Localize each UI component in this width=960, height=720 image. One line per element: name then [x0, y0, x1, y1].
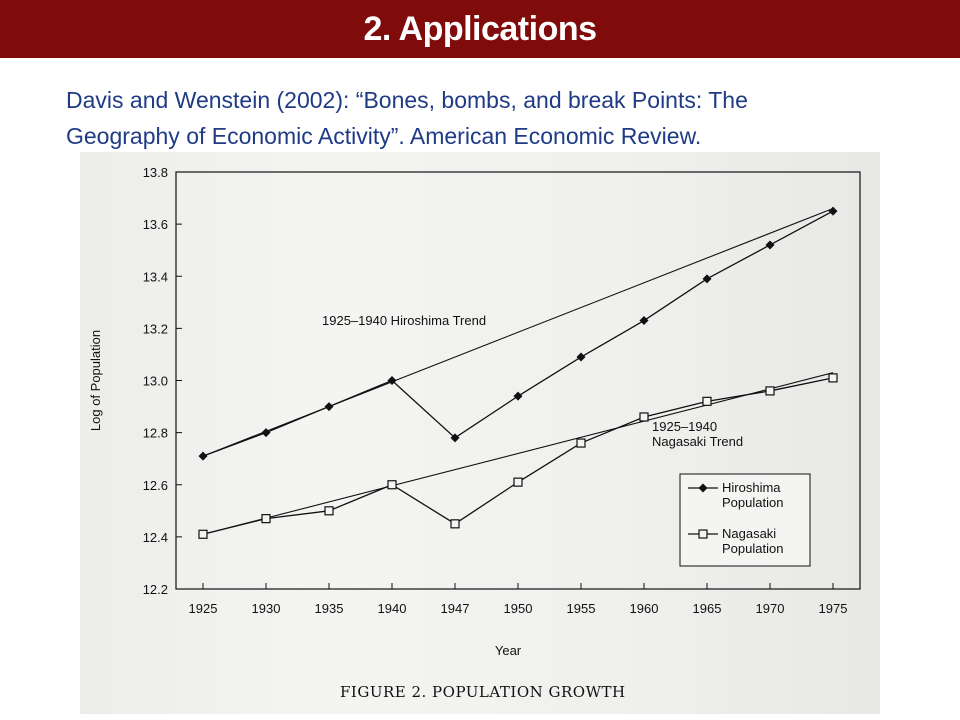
x-tick-label: 1970 [756, 601, 785, 616]
hiroshima-trend-label: 1925–1940 Hiroshima Trend [322, 313, 486, 328]
hiroshima-data-point [639, 316, 649, 326]
nagasaki-data-point [387, 480, 397, 490]
y-tick-label: 12.6 [143, 478, 168, 493]
hiroshima-data-point [198, 451, 208, 461]
citation-line-1: Davis and Wenstein (2002): “Bones, bombs… [66, 87, 748, 113]
nagasaki-data-point [639, 412, 649, 422]
x-tick-label: 1925 [189, 601, 218, 616]
nagasaki-data-point [513, 477, 523, 487]
y-tick-label: 12.8 [143, 426, 168, 441]
x-tick-label: 1950 [504, 601, 533, 616]
x-tick-label: 1965 [693, 601, 722, 616]
hiroshima-data-point [450, 433, 460, 443]
y-tick-label: 13.8 [143, 165, 168, 180]
y-tick-label: 13.6 [143, 217, 168, 232]
hiroshima-data-point [828, 206, 838, 216]
x-tick-label: 1975 [819, 601, 848, 616]
y-tick-label: 12.2 [143, 582, 168, 597]
scan-texture [80, 152, 880, 714]
nagasaki-data-point [261, 514, 271, 524]
page-title: 2. Applications [363, 9, 597, 48]
legend-hiroshima-label-2: Population [722, 495, 783, 510]
legend-hiroshima-marker [698, 483, 708, 493]
x-tick-label: 1960 [630, 601, 659, 616]
legend-nagasaki-label-2: Population [722, 541, 783, 556]
nagasaki-data-point [324, 506, 334, 516]
legend-hiroshima-label-1: Hiroshima [722, 480, 781, 495]
x-tick-label: 1935 [315, 601, 344, 616]
hiroshima-series-line [202, 210, 834, 457]
hiroshima-data-point [387, 376, 397, 385]
scanned-figure [80, 152, 880, 714]
hiroshima-data-point [765, 240, 775, 250]
nagasaki-data-point [765, 386, 775, 396]
citation-text: Davis and Wenstein (2002): “Bones, bombs… [66, 82, 926, 154]
nagasaki-trend-label-line-2: Nagasaki Trend [652, 434, 743, 449]
hiroshima-data-point [576, 352, 586, 362]
hiroshima-data-point [324, 402, 334, 412]
y-tick-label: 13.0 [143, 374, 168, 389]
y-tick-label: 13.4 [143, 269, 168, 284]
x-tick-label: 1940 [378, 601, 407, 616]
nagasaki-data-point [828, 373, 838, 383]
title-bar: 2. Applications [0, 0, 960, 58]
y-tick-label: 12.4 [143, 530, 168, 545]
hiroshima-data-point [261, 428, 271, 438]
legend-nagasaki-marker [698, 529, 708, 539]
x-tick-label: 1955 [567, 601, 596, 616]
hiroshima-data-point [702, 274, 712, 284]
x-axis-label: Year [495, 643, 522, 658]
x-tick-label: 1947 [441, 601, 470, 616]
nagasaki-data-point [576, 438, 586, 448]
hiroshima-data-point [513, 391, 523, 401]
nagasaki-data-point [450, 519, 460, 529]
nagasaki-data-point [702, 396, 712, 406]
figure-caption: FIGURE 2. POPULATION GROWTH [340, 683, 626, 701]
y-axis-label: Log of Population [88, 330, 103, 431]
nagasaki-trend-label-line-1: 1925–1940 [652, 419, 717, 434]
nagasaki-data-point [198, 529, 208, 539]
y-tick-label: 13.2 [143, 321, 168, 336]
legend-nagasaki-label-1: Nagasaki [722, 526, 776, 541]
nagasaki-trend-line [202, 372, 834, 535]
x-tick-label: 1930 [252, 601, 281, 616]
citation-line-2: Geography of Economic Activity”. America… [66, 123, 702, 149]
